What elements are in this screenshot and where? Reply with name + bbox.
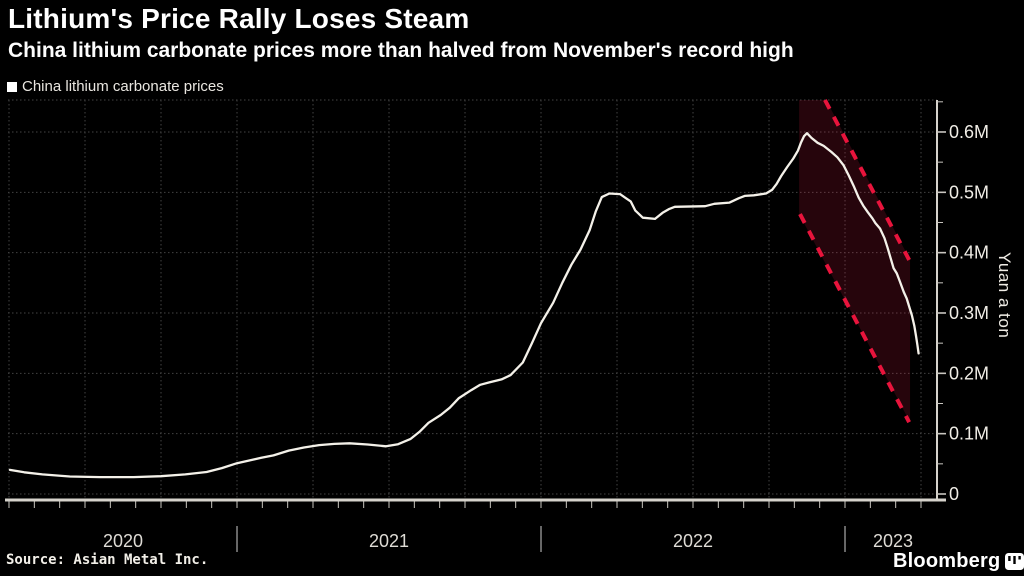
legend-label: China lithium carbonate prices — [22, 78, 224, 95]
y-tick-label: 0 — [949, 484, 959, 504]
page-subtitle: China lithium carbonate prices more than… — [8, 39, 794, 62]
channel-lower-dashed-line — [798, 213, 911, 424]
source-note: Source: Asian Metal Inc. — [6, 552, 209, 568]
y-tick-label: 0.6M — [949, 122, 989, 142]
bloomberg-wordmark: Bloomberg — [893, 550, 1024, 573]
x-year-label: 2021 — [369, 531, 409, 551]
price-series-line — [8, 132, 920, 479]
legend-square-icon — [7, 81, 17, 92]
x-year-label: 2023 — [873, 531, 913, 551]
x-year-label: 2020 — [103, 531, 143, 551]
channel-shaded-band — [799, 100, 911, 423]
legend: China lithium carbonate prices — [7, 78, 224, 95]
y-tick-label: 0.5M — [949, 182, 989, 202]
y-tick-label: 0.4M — [949, 243, 989, 263]
bloomberg-text: Bloomberg — [893, 550, 1001, 572]
bloomberg-logo-icon — [1005, 553, 1024, 570]
y-tick-label: 0.1M — [949, 424, 989, 444]
y-tick-label: 0.2M — [949, 363, 989, 383]
x-year-label: 2022 — [673, 531, 713, 551]
y-axis-title: Yuan a ton — [995, 252, 1014, 339]
page-title: Lithium's Price Rally Loses Steam — [8, 3, 470, 34]
y-tick-label: 0.3M — [949, 303, 989, 323]
